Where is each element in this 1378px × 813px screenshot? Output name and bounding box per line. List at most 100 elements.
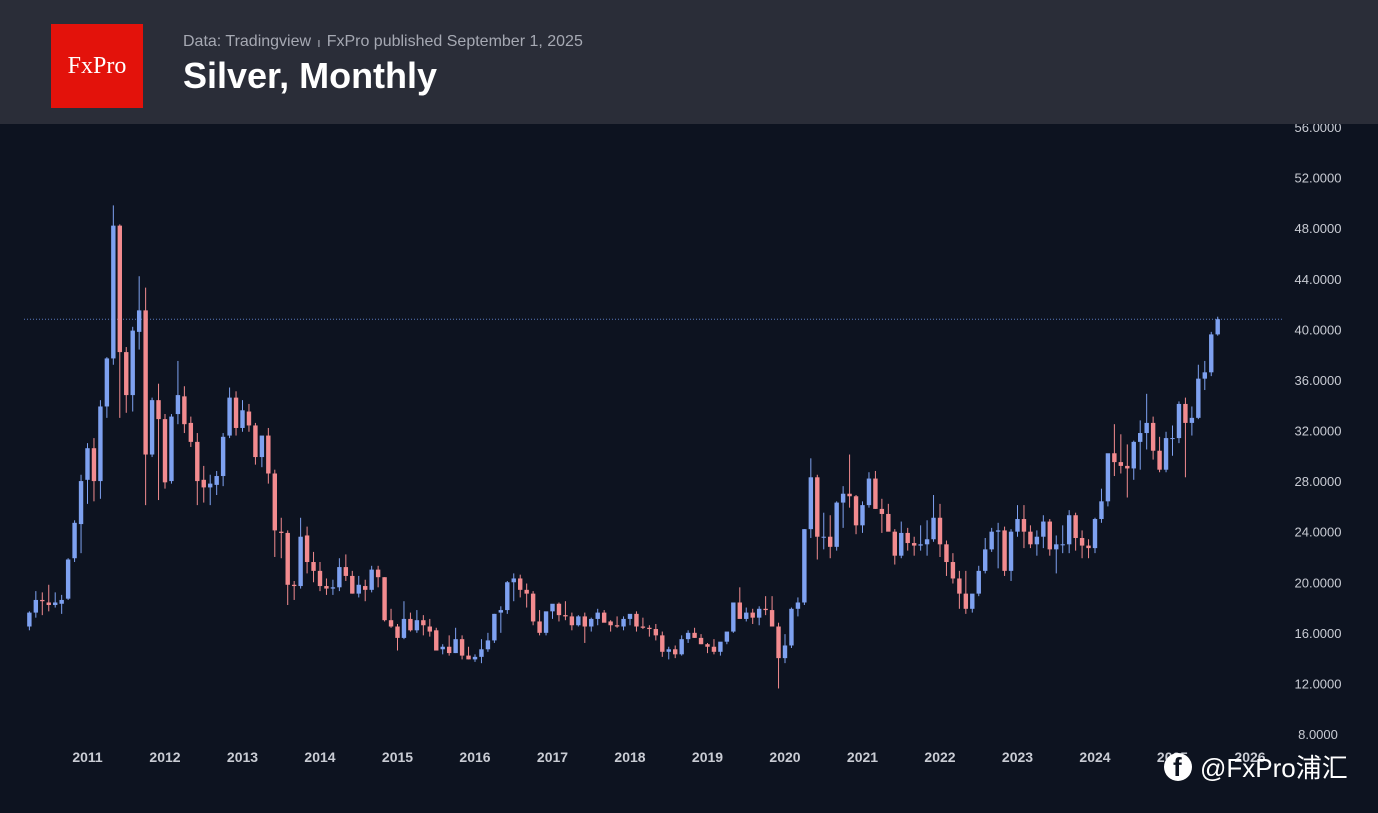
candle-body (556, 603, 562, 616)
y-tick-label: 40.0000 (1295, 322, 1342, 337)
candle-body (899, 532, 904, 556)
x-tick-label: 2023 (1002, 749, 1033, 765)
candle-body (511, 578, 516, 583)
x-tick-label: 2014 (304, 749, 335, 765)
candle-body (769, 610, 775, 627)
candle-body (1079, 537, 1085, 546)
candle-body (1047, 521, 1052, 550)
x-tick-label: 2017 (537, 749, 568, 765)
candle-body (143, 310, 148, 455)
candle-body (828, 536, 833, 547)
y-tick-label: 48.0000 (1295, 221, 1342, 236)
candle-body (763, 608, 768, 611)
candle-body (995, 530, 1001, 532)
candle-body (808, 477, 814, 530)
candle-body (860, 505, 865, 526)
candle-body (291, 584, 297, 587)
candle-body (479, 649, 484, 657)
candle-body (692, 632, 697, 638)
candle-body (472, 656, 478, 660)
candle-body (970, 593, 975, 609)
candle-body (576, 616, 581, 626)
candle-body (1131, 441, 1136, 469)
candle-body (550, 603, 555, 612)
candle-body (285, 532, 290, 585)
candle-body (976, 570, 981, 594)
candle-body (1021, 519, 1027, 532)
candle-body (208, 483, 213, 488)
candle-body (233, 397, 239, 428)
fxpro-logo: FxPro (51, 24, 143, 108)
candle-body (453, 639, 458, 654)
candle-body (937, 517, 943, 545)
data-source: Data: Tradingview (183, 33, 312, 50)
candle-body (1157, 450, 1162, 470)
candle-body (924, 539, 930, 545)
candle-body (983, 549, 988, 571)
candle-body (1176, 403, 1182, 439)
candle-body (363, 586, 368, 590)
candle-body (253, 425, 258, 458)
candle-body (388, 620, 394, 627)
candle-body (1099, 501, 1104, 520)
candle-body (85, 448, 90, 480)
candle-body (582, 616, 587, 627)
candle-body (427, 626, 432, 632)
candle-body (337, 567, 342, 588)
candle-body (72, 522, 77, 559)
candle-body (957, 578, 962, 594)
candle-body (911, 543, 917, 546)
candle-body (505, 582, 510, 611)
y-tick-label: 12.0000 (1295, 676, 1342, 691)
candle-body (434, 630, 439, 651)
x-tick-label: 2015 (382, 749, 413, 765)
candle-body (1086, 545, 1091, 549)
chart-meta: Data: Tradingview ı FxPro published Sept… (183, 33, 583, 51)
candle-body (944, 544, 949, 563)
candle-body (1015, 519, 1020, 532)
candle-body (459, 639, 465, 656)
x-tick-label: 2020 (769, 749, 800, 765)
candle-body (666, 649, 671, 652)
chart-header: FxPro Data: Tradingview ı FxPro publishe… (0, 0, 1378, 124)
candle-body (117, 225, 122, 353)
candle-body (421, 620, 426, 626)
candle-body (195, 441, 200, 482)
candle-body (156, 400, 161, 420)
candle-body (1202, 372, 1207, 379)
candle-body (705, 644, 710, 647)
candle-body (375, 569, 381, 578)
candle-body (1028, 531, 1033, 545)
candle-body (950, 562, 956, 579)
candle-body (1105, 453, 1111, 502)
candle-body (240, 410, 245, 428)
candle-body (537, 621, 542, 633)
candle-body (776, 626, 781, 659)
candle-body (1183, 403, 1188, 423)
candle-body (621, 618, 626, 627)
candle-body (589, 618, 594, 627)
candle-body (731, 602, 736, 632)
candle-body (647, 627, 652, 630)
candle-body (136, 310, 142, 332)
candle-body (201, 479, 206, 488)
published-date: FxPro published September 1, 2025 (326, 33, 583, 50)
meta-separator: ı (317, 34, 321, 50)
x-tick-label: 2019 (692, 749, 723, 765)
candle-body (873, 478, 878, 509)
candle-body (724, 631, 730, 642)
candle-body (124, 352, 129, 396)
candle-body (1144, 422, 1149, 434)
candle-body (104, 358, 110, 407)
candle-body (246, 411, 252, 426)
candle-body (266, 435, 271, 474)
candle-body (169, 416, 174, 482)
candle-body (892, 531, 897, 556)
candle-body (1073, 515, 1078, 538)
y-tick-label: 32.0000 (1295, 424, 1342, 439)
candle-body (518, 578, 523, 590)
candle-body (162, 419, 168, 483)
candle-body (311, 562, 316, 571)
candle-body (782, 645, 788, 659)
y-tick-label: 8.0000 (1298, 727, 1338, 742)
